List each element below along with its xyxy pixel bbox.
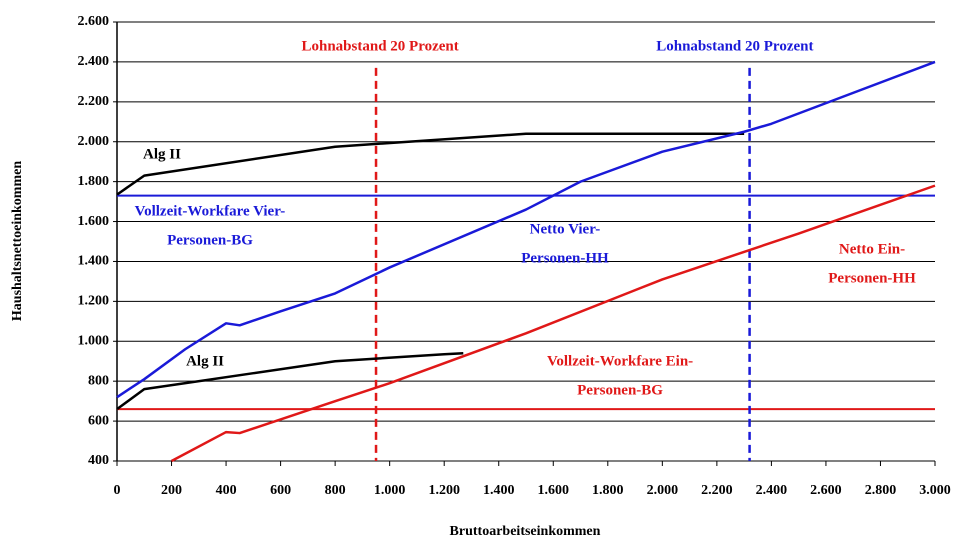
- annotation: Vollzeit-Workfare Ein-: [547, 353, 693, 369]
- y-tick-label: 600: [88, 413, 109, 428]
- x-tick-label: 1.400: [483, 483, 515, 498]
- annotation: Personen-BG: [167, 232, 253, 248]
- x-tick-label: 2.200: [701, 483, 733, 498]
- annotation: Netto Vier-: [530, 221, 601, 237]
- y-tick-label: 400: [88, 453, 109, 468]
- x-tick-label: 2.800: [865, 483, 897, 498]
- line: [116, 60, 936, 399]
- annotation: Personen-HH: [521, 250, 609, 266]
- y-tick-label: 800: [88, 373, 109, 388]
- x-tick-label: 1.200: [428, 483, 460, 498]
- x-tick-label: 1.600: [538, 483, 570, 498]
- x-tick-label: 400: [216, 483, 237, 498]
- y-tick-label: 2.200: [78, 94, 110, 109]
- y-tick-label: 1.800: [78, 174, 110, 189]
- x-tick-label: 1.000: [374, 483, 406, 498]
- x-tick-label: 600: [270, 483, 291, 498]
- y-tick-label: 1.200: [78, 294, 110, 309]
- y-tick-label: 2.600: [78, 14, 110, 29]
- line: [170, 184, 936, 463]
- x-tick-label: 3.000: [919, 483, 951, 498]
- annotation: Personen-HH: [828, 271, 916, 287]
- y-axis-label: Haushaltsnettoeinkommen: [10, 161, 25, 321]
- line: [116, 351, 464, 411]
- annotation: Alg II: [186, 353, 224, 369]
- annotation: Personen-BG: [577, 382, 663, 398]
- x-tick-label: 800: [325, 483, 346, 498]
- x-tick-label: 2.000: [647, 483, 679, 498]
- y-tick-label: 1.400: [78, 254, 110, 269]
- x-axis-label: Bruttoarbeitseinkommen: [450, 524, 601, 539]
- x-tick-label: 2.600: [810, 483, 842, 498]
- annotation: Lohnabstand 20 Prozent: [301, 38, 458, 54]
- annotation: Lohnabstand 20 Prozent: [656, 38, 813, 54]
- line: [116, 132, 745, 196]
- x-tick-label: 2.400: [756, 483, 788, 498]
- annotation: Alg II: [143, 147, 181, 163]
- x-tick-label: 0: [114, 483, 121, 498]
- x-tick-label: 200: [161, 483, 182, 498]
- annotation: Vollzeit-Workfare Vier-: [135, 203, 286, 219]
- y-tick-label: 1.600: [78, 214, 110, 229]
- y-tick-label: 2.000: [78, 134, 110, 149]
- y-tick-label: 1.000: [78, 333, 110, 348]
- y-tick-label: 2.400: [78, 54, 110, 69]
- annotation: Netto Ein-: [839, 242, 905, 258]
- x-tick-label: 1.800: [592, 483, 624, 498]
